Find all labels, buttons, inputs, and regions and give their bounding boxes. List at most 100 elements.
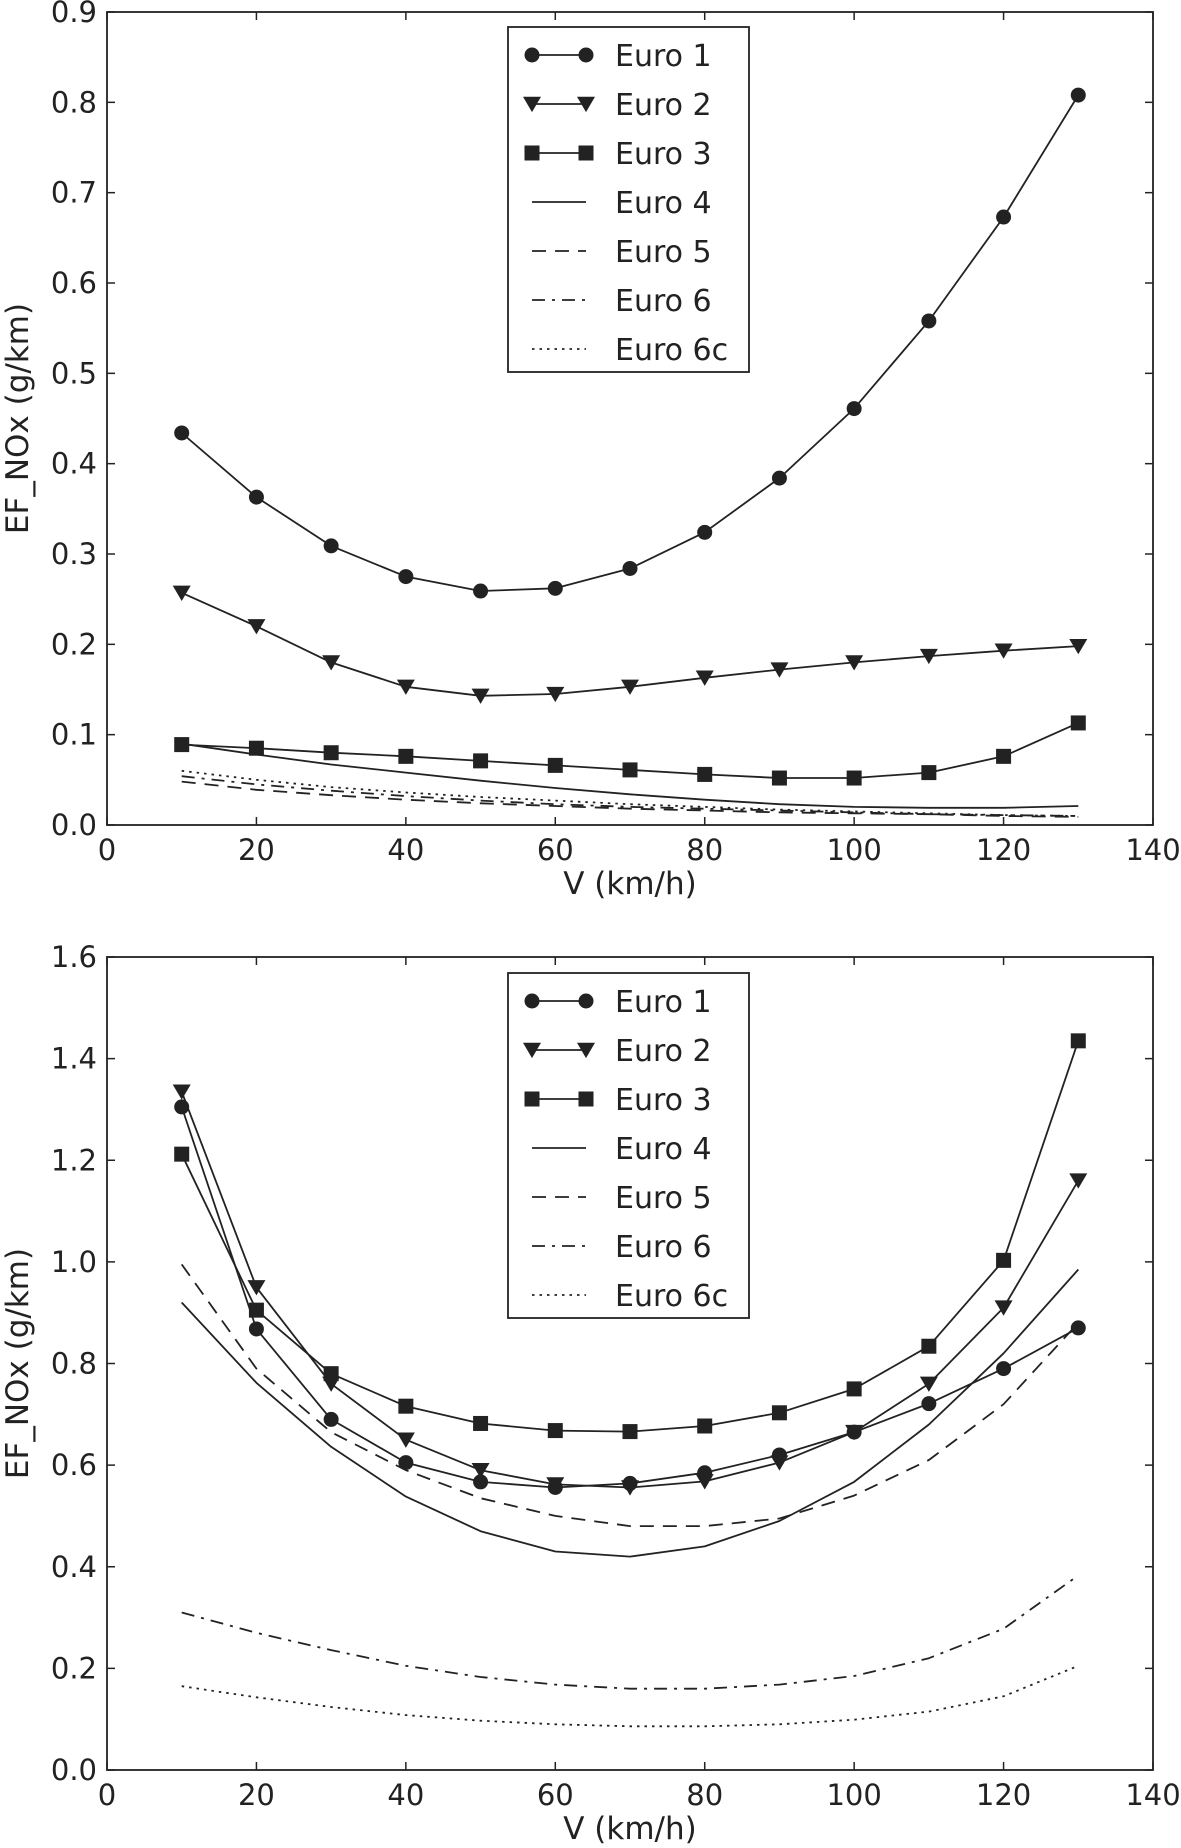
- data-point-series-1: [996, 1361, 1012, 1377]
- y-tick-label: 0.8: [51, 1347, 97, 1381]
- legend-entry-label: Euro 6: [615, 284, 712, 319]
- data-point-series-2: [396, 679, 415, 695]
- data-point-series-2: [322, 655, 341, 671]
- data-point-series-2: [770, 662, 789, 678]
- legend-box: [507, 972, 750, 1319]
- data-point-series-2: [1069, 638, 1088, 655]
- y-tick-label: 1.6: [51, 940, 97, 974]
- data-point-series-3: [996, 1252, 1012, 1268]
- data-point-series-3: [473, 1415, 489, 1431]
- data-point-series-2: [845, 1424, 864, 1441]
- legend-entry-label: Euro 4: [615, 186, 712, 221]
- data-point-series-3: [248, 740, 264, 756]
- data-point-series-2: [396, 1432, 415, 1448]
- data-point-series-2: [695, 670, 714, 686]
- legend-marker: [524, 993, 540, 1009]
- legend-entry-label: Euro 5: [615, 235, 712, 270]
- data-point-series-3: [398, 1398, 414, 1414]
- data-point-series-3: [1070, 1033, 1086, 1049]
- data-point-series-3: [547, 757, 563, 773]
- x-tick-label: 120: [976, 833, 1031, 867]
- data-point-series-2: [621, 679, 639, 695]
- y-tick-label: 0.6: [51, 266, 97, 300]
- data-point-series-3: [697, 766, 713, 782]
- data-point-series-2: [919, 1376, 938, 1392]
- data-point-series-2: [919, 648, 938, 665]
- data-point-series-3: [473, 753, 489, 769]
- data-point-series-3: [1070, 715, 1086, 731]
- data-point-series-1: [697, 524, 713, 540]
- legend-entry-label: Euro 1: [615, 39, 712, 74]
- data-point-series-2: [471, 1463, 490, 1479]
- x-tick-label: 0: [98, 833, 116, 867]
- data-point-series-3: [771, 770, 787, 786]
- data-point-series-1: [323, 538, 339, 554]
- y-tick-label: 0.8: [51, 85, 97, 119]
- data-point-series-2: [546, 1477, 565, 1493]
- data-point-series-2: [621, 1480, 639, 1496]
- chart-panel-1: 0 20 40 60 80 100 120 140 0.0 0.1 0.2 0.3 0.4 0.5 0.6 0…: [0, 0, 1181, 902]
- data-point-series-3: [174, 1146, 190, 1162]
- data-point-series-3: [846, 770, 862, 786]
- x-tick-label: 0: [98, 1778, 116, 1812]
- x-tick-label: 120: [976, 1778, 1031, 1812]
- y-tick-label: 0.0: [51, 808, 97, 842]
- data-point-series-1: [1070, 87, 1086, 103]
- legend-marker: [523, 96, 541, 113]
- y-tick-label: 0.4: [51, 447, 97, 481]
- x-tick-label: 40: [387, 833, 424, 867]
- x-tick-label: 20: [238, 833, 275, 867]
- legend-entry-label: Euro 6c: [615, 1279, 728, 1314]
- y-tick-label: 0.6: [51, 1448, 97, 1482]
- series-line-euro-6: [181, 1574, 1079, 1690]
- data-point-series-2: [1069, 1173, 1088, 1189]
- data-point-series-2: [247, 619, 266, 635]
- series-line-euro-7: [181, 1664, 1079, 1728]
- data-point-series-1: [921, 1396, 937, 1412]
- y-tick-label: 1.2: [51, 1143, 97, 1177]
- legend-marker: [524, 1091, 540, 1107]
- data-point-series-3: [398, 748, 414, 764]
- data-point-series-3: [323, 1366, 339, 1382]
- data-point-series-2: [695, 1474, 714, 1490]
- legend-entry-label: Euro 5: [615, 1181, 712, 1216]
- data-point-series-2: [845, 655, 864, 671]
- legend-marker: [578, 1091, 594, 1107]
- series-line-euro-4: [181, 742, 1079, 809]
- data-point-series-3: [771, 1405, 787, 1421]
- data-point-series-2: [546, 686, 565, 703]
- data-point-series-3: [846, 1381, 862, 1397]
- data-point-series-1: [473, 1474, 489, 1490]
- legend-marker: [577, 1042, 595, 1059]
- x-tick-label: 80: [686, 1778, 723, 1812]
- legend-entry-label: Euro 6: [615, 1230, 712, 1265]
- legend: Euro 1 Euro 2 Euro 3 Euro 4 Euro 5 Euro 6 Euro…: [507, 972, 750, 1319]
- x-tick-label: 20: [238, 1778, 275, 1812]
- series-line-euro-4: [181, 1268, 1079, 1558]
- data-point-series-3: [996, 748, 1012, 764]
- data-point-series-1: [174, 425, 190, 441]
- legend-entry-label: Euro 4: [615, 1132, 712, 1167]
- x-tick-label: 140: [1125, 1778, 1180, 1812]
- data-point-series-1: [622, 560, 638, 576]
- plot-frame: [106, 11, 1154, 826]
- x-axis-label: V (km/h): [563, 866, 697, 902]
- x-axis-label: V (km/h): [563, 1811, 697, 1847]
- data-point-series-3: [921, 1338, 937, 1354]
- data-point-series-3: [622, 762, 638, 778]
- data-point-series-3: [248, 1302, 264, 1318]
- data-point-series-2: [172, 585, 191, 601]
- y-tick-label: 0.0: [51, 1753, 97, 1787]
- x-tick-label: 80: [686, 833, 723, 867]
- y-axis-label: EF_NOx (g/km): [0, 303, 36, 534]
- legend-entry-label: Euro 1: [615, 985, 712, 1020]
- legend-marker: [524, 47, 540, 63]
- x-tick-label: 140: [1125, 833, 1180, 867]
- x-tick-label: 60: [537, 1778, 574, 1812]
- legend-entry-label: Euro 3: [615, 137, 712, 172]
- series-line-euro-5: [181, 780, 1079, 818]
- legend-marker: [577, 96, 595, 113]
- y-tick-label: 0.4: [51, 1550, 97, 1584]
- legend-box: [507, 26, 750, 373]
- data-point-series-2: [172, 1084, 191, 1100]
